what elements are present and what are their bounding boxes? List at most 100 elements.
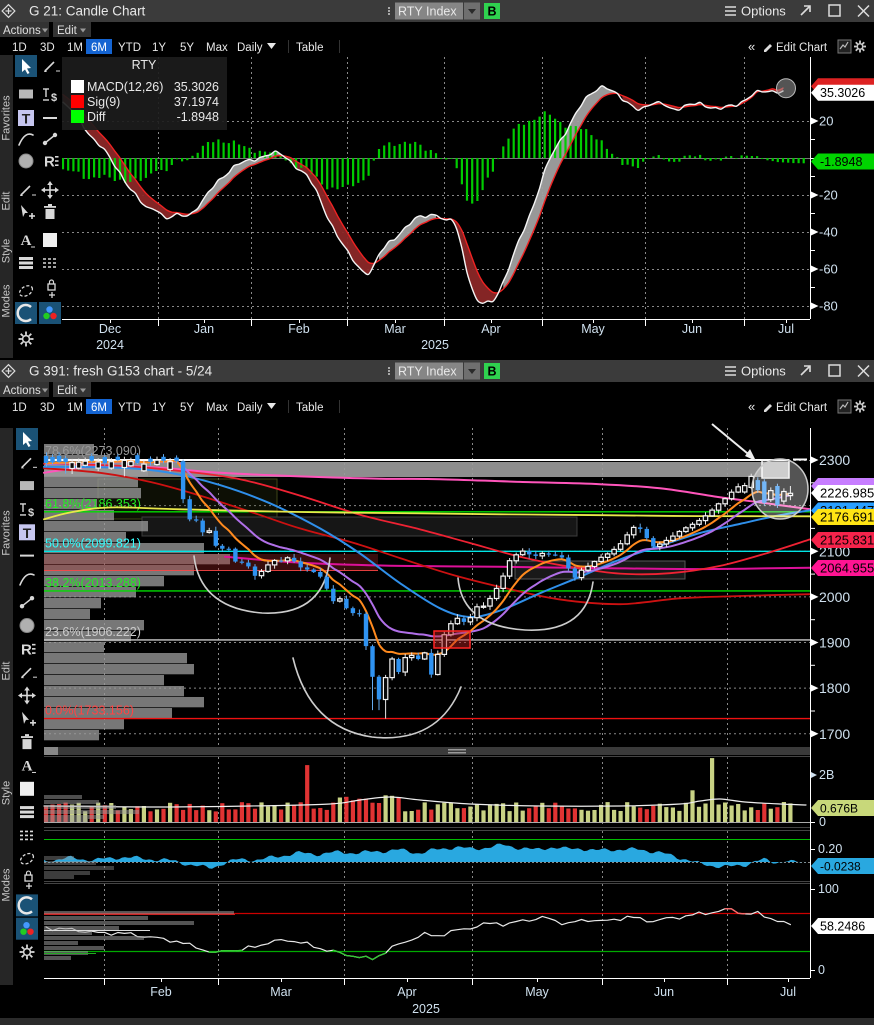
svg-text:Style: Style [1, 781, 13, 805]
svg-text:1D: 1D [12, 402, 27, 414]
svg-text:-80: -80 [819, 299, 838, 314]
svg-text:R: R [21, 641, 32, 658]
svg-text:0: 0 [818, 963, 825, 977]
svg-text:1D: 1D [12, 42, 27, 54]
svg-text:Diff: Diff [87, 110, 106, 124]
svg-text:2B: 2B [819, 768, 834, 782]
svg-text:«: « [748, 399, 755, 414]
svg-text:5Y: 5Y [180, 42, 194, 54]
svg-text:37.1974: 37.1974 [174, 95, 219, 109]
svg-text:2000: 2000 [819, 589, 850, 605]
svg-text:0: 0 [819, 815, 826, 829]
svg-text:Edit: Edit [1, 192, 13, 211]
svg-text:-60: -60 [819, 262, 838, 277]
svg-text:1900: 1900 [819, 635, 850, 651]
svg-text:G 391: fresh G153 chart - 5/24: G 391: fresh G153 chart - 5/24 [29, 364, 213, 379]
svg-text:Dec: Dec [99, 322, 121, 336]
svg-text:78.6%(2273.090): 78.6%(2273.090) [45, 444, 141, 458]
svg-text:Daily: Daily [237, 402, 263, 414]
svg-text:23.6%(1906.222): 23.6%(1906.222) [45, 625, 141, 639]
svg-text:2024: 2024 [96, 338, 124, 352]
svg-text:-0.0238: -0.0238 [820, 860, 861, 874]
svg-text:Edit Chart: Edit Chart [776, 42, 828, 54]
svg-text:$: $ [51, 92, 57, 104]
svg-text:2025: 2025 [412, 1002, 440, 1016]
svg-text:2226.985: 2226.985 [820, 486, 874, 501]
svg-text:Jun: Jun [654, 985, 674, 999]
svg-text:R: R [44, 154, 55, 171]
svg-text:5Y: 5Y [180, 402, 194, 414]
svg-text:A: A [22, 759, 33, 775]
svg-text:-40: -40 [819, 225, 838, 240]
svg-text:0.20: 0.20 [818, 842, 842, 856]
svg-text:2125.831: 2125.831 [820, 533, 874, 548]
svg-text:Actions: Actions [3, 385, 41, 397]
svg-text:Table: Table [296, 42, 324, 54]
svg-text:Options: Options [741, 364, 786, 379]
svg-text:Feb: Feb [288, 322, 310, 336]
svg-text:Table: Table [296, 402, 324, 414]
svg-text:0.676B: 0.676B [820, 802, 858, 816]
svg-text:1Y: 1Y [152, 402, 166, 414]
svg-text:T: T [23, 525, 32, 541]
svg-text:2300: 2300 [819, 452, 850, 468]
svg-text:Jun: Jun [682, 322, 702, 336]
svg-text:1700: 1700 [819, 726, 850, 742]
svg-text:Sig(9): Sig(9) [87, 95, 120, 109]
svg-text:-1.8948: -1.8948 [820, 155, 862, 169]
svg-text:1M: 1M [67, 42, 83, 54]
svg-text:Actions: Actions [3, 25, 41, 37]
svg-text:Daily: Daily [237, 42, 263, 54]
svg-text:Edit Chart: Edit Chart [776, 402, 828, 414]
svg-text:3D: 3D [40, 42, 55, 54]
svg-text:Options: Options [741, 4, 786, 19]
svg-text:Apr: Apr [481, 322, 500, 336]
svg-text:2176.691: 2176.691 [820, 510, 874, 525]
svg-text:RTY: RTY [132, 58, 157, 72]
svg-text:6M: 6M [91, 42, 107, 54]
svg-text:Apr: Apr [397, 985, 416, 999]
svg-text:B: B [487, 365, 496, 379]
svg-text:Edit: Edit [57, 385, 78, 397]
svg-text:6M: 6M [91, 402, 107, 414]
svg-text:T: T [22, 111, 31, 127]
svg-text:Jan: Jan [194, 322, 214, 336]
svg-text:Favorites: Favorites [1, 95, 13, 141]
svg-text:MACD(12,26): MACD(12,26) [87, 80, 163, 94]
svg-text:«: « [748, 39, 755, 54]
svg-text:1800: 1800 [819, 680, 850, 696]
svg-text:Jul: Jul [778, 322, 794, 336]
svg-text:May: May [525, 985, 549, 999]
svg-text:YTD: YTD [118, 402, 141, 414]
svg-text:Mar: Mar [384, 322, 406, 336]
svg-text:100: 100 [818, 882, 839, 896]
svg-text:-20: -20 [819, 188, 838, 203]
svg-text:Jul: Jul [780, 985, 796, 999]
svg-text:50.0%(2099.821): 50.0%(2099.821) [45, 536, 141, 550]
svg-text:RTY Index: RTY Index [398, 365, 457, 379]
svg-text:Edit: Edit [57, 25, 78, 37]
svg-text:Max: Max [206, 402, 228, 414]
svg-text:Favorites: Favorites [1, 510, 13, 556]
svg-text:YTD: YTD [118, 42, 141, 54]
svg-text:RTY Index: RTY Index [398, 5, 457, 19]
svg-text:Edit: Edit [1, 662, 13, 681]
svg-text:35.3026: 35.3026 [174, 80, 219, 94]
svg-text:G 21: Candle Chart: G 21: Candle Chart [29, 4, 146, 19]
svg-text:Style: Style [1, 239, 13, 263]
svg-text:35.3026: 35.3026 [820, 86, 865, 100]
svg-text:May: May [581, 322, 605, 336]
svg-text:Mar: Mar [270, 985, 292, 999]
svg-text:2025: 2025 [421, 338, 449, 352]
svg-text:-1.8948: -1.8948 [177, 110, 219, 124]
svg-text:B: B [487, 5, 496, 19]
svg-text:20: 20 [819, 114, 833, 129]
svg-text:0.0%(1733.156): 0.0%(1733.156) [45, 704, 134, 718]
svg-text:38.2%(2013.288): 38.2%(2013.288) [45, 576, 141, 590]
svg-text:Max: Max [206, 42, 228, 54]
svg-text:Modes: Modes [1, 868, 13, 902]
svg-text:2064.955: 2064.955 [820, 561, 874, 576]
svg-text:A: A [21, 233, 32, 249]
svg-text:Modes: Modes [1, 284, 13, 318]
svg-text:1M: 1M [67, 402, 83, 414]
